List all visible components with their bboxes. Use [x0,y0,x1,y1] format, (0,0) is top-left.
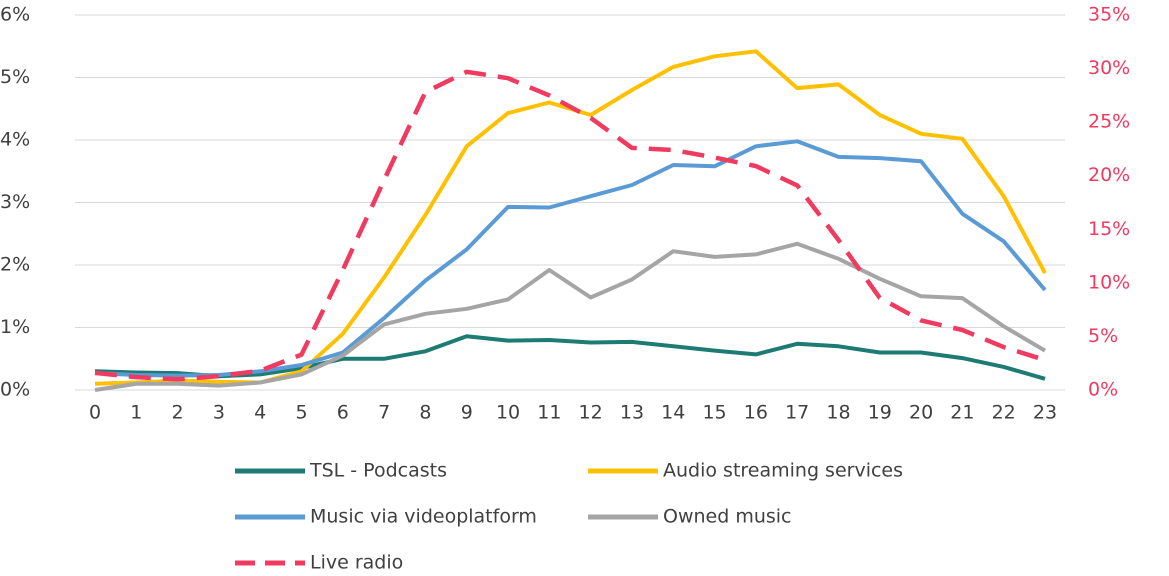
legend-label: Owned music [663,506,792,528]
y-tick-label: 1% [0,316,30,338]
x-tick-label: 18 [826,402,850,424]
x-tick-label: 2 [172,402,184,424]
legend-label: Audio streaming services [663,460,903,482]
x-tick-label: 0 [89,402,101,424]
y2-tick-label: 30% [1088,57,1130,79]
y2-tick-label: 10% [1088,271,1130,293]
x-tick-label: 20 [909,402,933,424]
y-tick-label: 6% [0,4,30,26]
x-tick-label: 22 [992,402,1016,424]
x-tick-label: 12 [579,402,603,424]
x-tick-label: 3 [213,402,225,424]
y2-tick-label: 25% [1088,111,1130,133]
y-tick-label: 5% [0,66,30,88]
legend-label: TSL - Podcasts [309,460,447,482]
x-tick-label: 23 [1033,402,1057,424]
x-tick-label: 7 [378,402,390,424]
x-tick-label: 21 [950,402,974,424]
y2-tick-label: 20% [1088,164,1130,186]
y-tick-label: 3% [0,191,30,213]
x-tick-label: 13 [620,402,644,424]
legend-label: Live radio [310,552,403,574]
x-tick-label: 11 [537,402,561,424]
x-tick-label: 4 [254,402,266,424]
y2-tick-label: 15% [1088,218,1130,240]
x-tick-label: 15 [702,402,726,424]
series-line [94,334,1046,381]
x-tick-label: 6 [337,402,349,424]
series-line [94,139,1047,378]
x-tick-label: 9 [461,402,473,424]
x-tick-label: 16 [744,402,768,424]
y2-tick-label: 5% [1088,325,1118,347]
series-line [94,241,1047,392]
x-tick-label: 1 [130,402,142,424]
y-tick-label: 0% [0,379,30,401]
x-tick-label: 17 [785,402,809,424]
series-line [94,69,1046,382]
y-tick-label: 2% [0,254,30,276]
y2-tick-label: 0% [1088,379,1118,401]
legend-label: Music via videoplatform [310,506,537,528]
y2-tick-label: 35% [1088,4,1130,26]
x-tick-label: 10 [496,402,520,424]
x-tick-label: 5 [295,402,307,424]
series-line [94,49,1047,386]
x-tick-label: 14 [661,402,685,424]
x-tick-label: 8 [419,402,431,424]
y-tick-label: 4% [0,129,30,151]
x-tick-label: 19 [868,402,892,424]
